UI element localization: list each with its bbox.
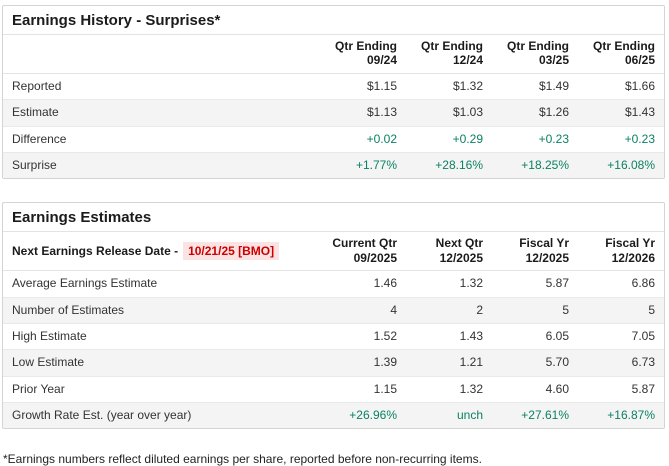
cell-value: 6.73 <box>631 355 655 370</box>
cell-value: 5 <box>648 302 655 317</box>
earnings-estimates-title: Earnings Estimates <box>3 203 664 233</box>
cell-value: 1.43 <box>459 328 483 343</box>
cell-value: 1.21 <box>459 355 483 370</box>
column-header-label: Qtr Ending <box>421 39 483 53</box>
cell-value-positive: +0.23 <box>624 131 655 146</box>
cell-value-positive: +0.29 <box>452 131 483 146</box>
row-label: Number of Estimates <box>12 302 125 317</box>
cell-value-positive: +26.96% <box>349 408 397 423</box>
column-header-qtr-1224: Qtr Ending 12/24 <box>406 35 492 74</box>
earnings-history-title: Earnings History - Surprises* <box>3 6 664 35</box>
column-header-fiscal-yr-2026: Fiscal Yr 12/2026 <box>578 232 664 272</box>
row-label: Prior Year <box>12 381 65 396</box>
cell-value: 1.32 <box>459 381 483 396</box>
cell-value: 4 <box>390 302 397 317</box>
earnings-estimates-panel: Earnings Estimates Next Earnings Release… <box>2 202 665 430</box>
column-header-qtr-0924: Qtr Ending 09/24 <box>320 35 406 74</box>
column-header-qtr-0325: Qtr Ending 03/25 <box>492 35 578 74</box>
cell-value-positive: +18.25% <box>521 157 569 172</box>
release-date-label: Next Earnings Release Date - <box>12 243 179 258</box>
cell-value: 6.05 <box>545 328 569 343</box>
column-header-next-qtr: Next Qtr 12/2025 <box>406 232 492 272</box>
table-row-estimate: Estimate $1.13 $1.03 $1.26 $1.43 <box>3 99 664 127</box>
cell-value-positive: +27.61% <box>521 408 569 423</box>
table-row-surprise: Surprise +1.77% +28.16% +18.25% +16.08% <box>3 152 664 179</box>
column-header-current-qtr: Current Qtr 09/2025 <box>320 232 406 272</box>
row-label: Reported <box>12 78 62 93</box>
row-label: Estimate <box>12 105 59 120</box>
column-header-period: 09/2025 <box>353 250 397 265</box>
column-header-label: Current Qtr <box>332 236 397 251</box>
column-header-period: 12/24 <box>452 53 483 68</box>
table-row-low-estimate: Low Estimate 1.39 1.21 5.70 6.73 <box>3 349 664 377</box>
earnings-estimates-header: Next Earnings Release Date - 10/21/25 [BM… <box>3 232 664 272</box>
column-header-label: Fiscal Yr <box>519 236 569 251</box>
cell-value: 6.86 <box>631 276 655 291</box>
column-header-fiscal-yr-2025: Fiscal Yr 12/2025 <box>492 232 578 272</box>
cell-value: 5.87 <box>631 381 655 396</box>
column-header-label: Qtr Ending <box>335 39 397 53</box>
column-header-label: Fiscal Yr <box>605 236 655 251</box>
column-header-period: 06/25 <box>624 53 655 68</box>
cell-value: 1.32 <box>459 276 483 291</box>
column-header-period: 12/2025 <box>525 250 569 265</box>
table-row-growth-rate-est: Growth Rate Est. (year over year) +26.96… <box>3 402 664 429</box>
cell-value-positive: +16.08% <box>607 157 655 172</box>
table-row-high-estimate: High Estimate 1.52 1.43 6.05 7.05 <box>3 323 664 350</box>
earnings-history-panel: Earnings History - Surprises* Qtr Ending… <box>2 5 665 180</box>
cell-value-positive: +0.23 <box>538 131 569 146</box>
cell-value-positive: +1.77% <box>355 157 397 172</box>
empty-header-cell <box>3 35 320 74</box>
cell-value: 5.87 <box>545 276 569 291</box>
next-earnings-release-cell: Next Earnings Release Date - 10/21/25 [BM… <box>3 232 320 272</box>
cell-value: $1.13 <box>366 105 397 120</box>
table-row-prior-year: Prior Year 1.15 1.32 4.60 5.87 <box>3 376 664 403</box>
cell-value: $1.03 <box>452 105 483 120</box>
earnings-estimates-table: Next Earnings Release Date - 10/21/25 [BM… <box>3 232 664 429</box>
column-header-period: 09/24 <box>366 53 397 68</box>
cell-value: 1.46 <box>373 276 397 291</box>
cell-value: 1.52 <box>373 328 397 343</box>
table-row-difference: Difference +0.02 +0.29 +0.23 +0.23 <box>3 126 664 153</box>
cell-value-positive: +28.16% <box>435 157 483 172</box>
cell-value-positive: +0.02 <box>366 131 397 146</box>
cell-value: $1.43 <box>624 105 655 120</box>
cell-value: $1.66 <box>624 78 655 93</box>
row-label: Average Earnings Estimate <box>12 276 158 291</box>
release-date-badge: 10/21/25 [BMO] <box>183 241 280 260</box>
cell-value: 4.60 <box>545 381 569 396</box>
column-header-qtr-0625: Qtr Ending 06/25 <box>578 35 664 74</box>
column-header-label: Qtr Ending <box>507 39 569 53</box>
table-row-average-earnings-estimate: Average Earnings Estimate 1.46 1.32 5.87… <box>3 271 664 298</box>
cell-value: $1.49 <box>538 78 569 93</box>
row-label: High Estimate <box>12 328 87 343</box>
cell-value: 2 <box>476 302 483 317</box>
table-row-reported: Reported $1.15 $1.32 $1.49 $1.66 <box>3 73 664 100</box>
cell-value: $1.32 <box>452 78 483 93</box>
column-header-label: Next Qtr <box>435 236 483 251</box>
row-label: Surprise <box>12 157 57 172</box>
column-header-period: 12/2026 <box>611 250 655 265</box>
cell-value: 5.70 <box>545 355 569 370</box>
earnings-history-header: Qtr Ending 09/24 Qtr Ending 12/24 Qtr En… <box>3 35 664 74</box>
column-header-period: 12/2025 <box>439 250 483 265</box>
column-header-label: Qtr Ending <box>593 39 655 53</box>
column-header-period: 03/25 <box>538 53 569 68</box>
cell-value: 1.15 <box>373 381 397 396</box>
earnings-history-table: Qtr Ending 09/24 Qtr Ending 12/24 Qtr En… <box>3 35 664 179</box>
cell-value-positive: unch <box>456 408 483 423</box>
cell-value: $1.26 <box>538 105 569 120</box>
row-label: Low Estimate <box>12 355 85 370</box>
table-row-number-of-estimates: Number of Estimates 4 2 5 5 <box>3 297 664 324</box>
cell-value: 5 <box>562 302 569 317</box>
row-label: Difference <box>12 131 67 146</box>
row-label: Growth Rate Est. (year over year) <box>12 408 192 423</box>
cell-value-positive: +16.87% <box>607 408 655 423</box>
header-row: Qtr Ending 09/24 Qtr Ending 12/24 Qtr En… <box>3 35 664 74</box>
cell-value: 7.05 <box>631 328 655 343</box>
cell-value: $1.15 <box>366 78 397 93</box>
header-row: Next Earnings Release Date - 10/21/25 [BM… <box>3 232 664 272</box>
earnings-footnote: *Earnings numbers reflect diluted earnin… <box>3 452 482 466</box>
cell-value: 1.39 <box>373 355 397 370</box>
